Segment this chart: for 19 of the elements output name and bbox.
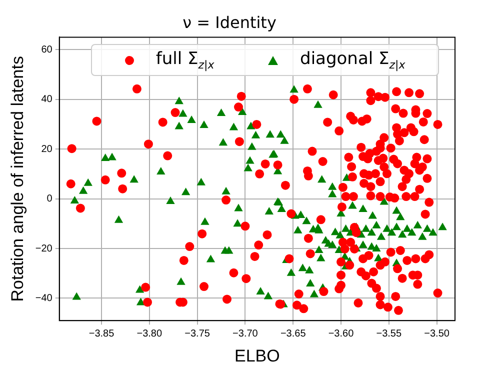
legend-label: diagonal Σ$_{z|x}$	[300, 48, 406, 72]
x-tick-label: −3.65	[280, 328, 306, 340]
y-tick-label: 20	[41, 144, 53, 155]
x-tick-label: −3.85	[88, 328, 115, 340]
y-tick-label: −20	[35, 243, 53, 254]
x-axis-title: ELBO	[234, 346, 280, 366]
chart-title: ν = Identity	[182, 12, 276, 32]
legend-label: full Σ$_{z|x}$	[156, 48, 214, 72]
x-tick-label: −3.80	[136, 328, 162, 340]
y-tick-label: 40	[41, 94, 53, 106]
y-tick-label: −40	[35, 292, 53, 304]
x-tick-label: −3.75	[184, 328, 210, 340]
y-axis-title: Rotation angle of inferred latents	[8, 56, 27, 302]
x-tick-label: −3.70	[232, 328, 258, 340]
x-tick-label: −3.60	[328, 328, 354, 340]
x-tick-label: −3.55	[376, 328, 402, 340]
y-tick-label: 60	[41, 44, 53, 56]
x-tick-label: −3.50	[424, 328, 450, 340]
y-tick-label: 0	[46, 194, 53, 205]
